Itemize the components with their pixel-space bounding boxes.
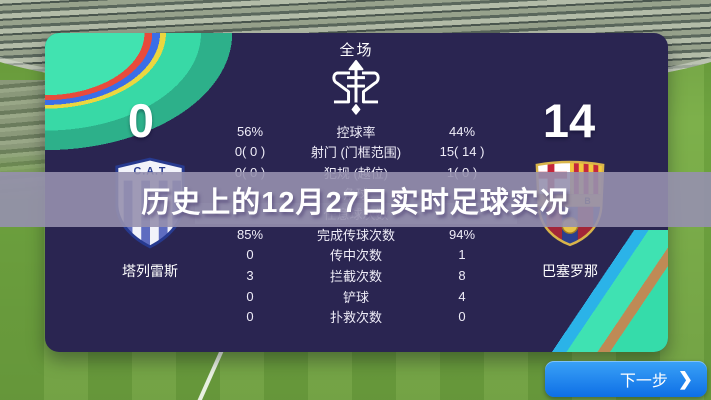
stat-away-value: 0 [458,309,466,325]
stat-home-value: 0 [246,309,254,325]
stat-row: 0 传中次数 1 [195,245,517,266]
stat-label: 拦截次数 [329,268,382,284]
stat-away-value: 94% [448,226,476,242]
caption-text: 历史上的12月27日实时足球实况 [141,186,570,219]
stat-away-value: 1 [458,247,466,263]
panel-corner-decoration-topleft [45,33,240,155]
stat-home-value: 0 [246,288,254,304]
stat-row: 0( 0 ) 射门 (门框范围) 15( 14 ) [195,142,517,163]
stat-away-value: 8 [458,267,466,283]
away-score: 14 [542,94,596,147]
home-team-name: 塔列雷斯 [122,263,178,279]
stat-row: 0 铲球 4 [195,286,517,307]
stat-label: 控球率 [336,124,376,140]
stat-home-value: 56% [236,123,264,139]
next-step-button[interactable]: 下一步 ❯ [545,361,707,397]
stat-home-value: 0 [246,247,254,263]
stat-row: 3 拦截次数 8 [195,265,517,286]
period-label: 全场 [339,42,374,59]
stat-row: 56% 控球率 44% [195,121,517,142]
stat-label: 铲球 [342,289,369,305]
home-score: 0 [127,94,155,147]
stat-home-value: 85% [236,226,264,242]
next-step-label: 下一步 [619,373,668,390]
stat-row: 85% 完成传球次数 94% [195,224,517,245]
stat-row: 0 扑救次数 0 [195,306,517,327]
stat-label: 完成传球次数 [316,227,395,243]
caption-banner: 历史上的12月27日实时足球实况 [0,172,711,227]
away-team-name: 巴塞罗那 [542,263,598,279]
pes-logo-icon [328,58,384,121]
stat-home-value: 0( 0 ) [234,144,266,160]
stat-away-value: 15( 14 ) [439,144,485,160]
stat-label: 扑救次数 [329,310,382,326]
stat-label: 射门 (门框范围) [310,145,402,161]
stat-label: 传中次数 [329,248,382,264]
stat-home-value: 3 [246,267,254,283]
stat-away-value: 44% [448,123,476,139]
stat-away-value: 4 [458,288,466,304]
chevron-right-icon: ❯ [677,368,693,389]
panel-corner-decoration-bottomright [543,230,668,352]
